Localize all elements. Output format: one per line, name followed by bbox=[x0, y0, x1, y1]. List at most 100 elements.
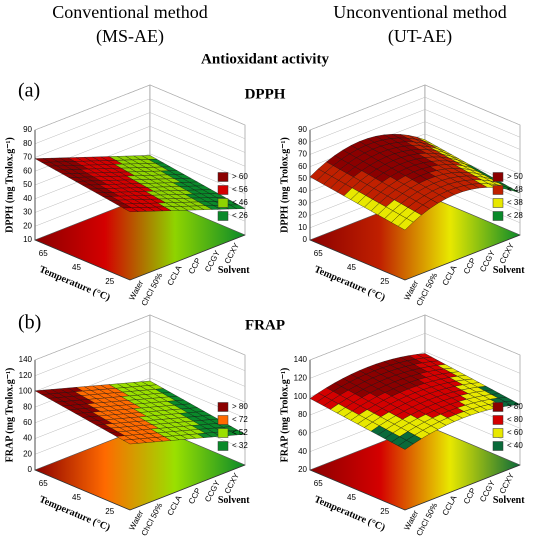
legend-label: < 52 bbox=[232, 428, 248, 437]
solvent-tick-label: ChCl 50% bbox=[415, 271, 440, 307]
z-tick-label: 30 bbox=[23, 208, 32, 217]
legend-label: < 48 bbox=[507, 185, 523, 194]
solvent-tick-label: CCXY bbox=[498, 471, 517, 495]
legend-swatch bbox=[217, 185, 229, 195]
z-tick-label: 10 bbox=[23, 235, 32, 244]
z-tick-label: 40 bbox=[23, 434, 32, 443]
solvent-axis-label: Solvent bbox=[493, 265, 525, 276]
z-tick-label: 20 bbox=[23, 449, 32, 458]
legend-swatch bbox=[217, 415, 229, 425]
grid-line bbox=[34, 112, 246, 158]
z-tick-label: 100 bbox=[294, 392, 308, 401]
legend-label: > 80 bbox=[232, 402, 248, 411]
z-tick-label: 30 bbox=[298, 198, 307, 207]
z-tick-label: 80 bbox=[298, 137, 307, 146]
surface-cell bbox=[397, 218, 414, 231]
axis-line bbox=[309, 360, 521, 511]
z-tick-label: 140 bbox=[294, 355, 308, 364]
grid-line bbox=[34, 98, 246, 144]
legend-swatch bbox=[217, 198, 229, 208]
legend-swatch bbox=[217, 402, 229, 412]
surface-cell bbox=[122, 207, 139, 212]
solvent-axis-label: Solvent bbox=[493, 495, 525, 506]
z-tick-label: 50 bbox=[23, 180, 32, 189]
solvent-tick-label: CCXY bbox=[498, 241, 517, 265]
left-subtitle: (MS-AE) bbox=[96, 26, 164, 47]
legend-swatch bbox=[492, 198, 504, 208]
temperature-tick-label: 65 bbox=[314, 249, 323, 258]
z-tick-label: 120 bbox=[19, 371, 33, 380]
grid-line bbox=[34, 125, 246, 172]
grid-line bbox=[34, 153, 246, 199]
z-tick-label: 20 bbox=[23, 221, 32, 230]
z-tick-label: 60 bbox=[298, 162, 307, 171]
surface-cell bbox=[122, 439, 139, 445]
solvent-tick-label: ChCl 50% bbox=[140, 501, 165, 537]
surface-cell bbox=[397, 440, 414, 450]
solvent-tick-label: CCXY bbox=[223, 471, 242, 495]
legend-swatch bbox=[492, 211, 504, 221]
legend-label: < 56 bbox=[232, 185, 248, 194]
legend-swatch bbox=[492, 185, 504, 195]
row-title: FRAP bbox=[245, 317, 285, 333]
temperature-tick-label: 45 bbox=[72, 263, 81, 272]
temperature-tick-label: 25 bbox=[105, 507, 114, 516]
solvent-tick-label: ChCl 50% bbox=[415, 501, 440, 537]
grid-line bbox=[34, 314, 246, 361]
figure-title: Antioxidant activity bbox=[201, 51, 329, 67]
grid-line bbox=[309, 314, 521, 361]
solvent-tick-label: CCP bbox=[462, 256, 478, 275]
solvent-tick-label: CCLA bbox=[441, 493, 459, 517]
z-tick-label: 20 bbox=[298, 211, 307, 220]
z-tick-label: 60 bbox=[23, 166, 32, 175]
z-tick-label: 60 bbox=[298, 428, 307, 437]
legend-label: < 32 bbox=[232, 441, 248, 450]
legend-label: < 60 bbox=[507, 428, 523, 437]
grid-line bbox=[34, 84, 246, 131]
solvent-tick-label: CCP bbox=[462, 486, 478, 505]
temperature-tick-label: 45 bbox=[347, 493, 356, 502]
temperature-tick-label: 65 bbox=[314, 479, 323, 488]
z-tick-label: 40 bbox=[23, 194, 32, 203]
solvent-axis-label: Solvent bbox=[218, 265, 250, 276]
z-tick-label: 70 bbox=[23, 153, 32, 162]
z-axis-label: DPPH (mg Trolox.g⁻¹) bbox=[279, 137, 290, 233]
row-letter: (b) bbox=[18, 312, 41, 334]
legend-swatch bbox=[492, 441, 504, 451]
panel: 10 20 30 40 50 60 70 80 90 DPPH (mg Trolox.g⁻¹) 65… bbox=[4, 84, 250, 307]
z-tick-label: 0 bbox=[28, 465, 33, 474]
row-title: DPPH bbox=[245, 86, 286, 102]
solvent-tick-label: CCP bbox=[187, 486, 203, 505]
axis-line bbox=[34, 360, 246, 511]
temperature-tick-label: 45 bbox=[72, 493, 81, 502]
temperature-tick-label: 65 bbox=[39, 249, 48, 258]
legend-label: < 46 bbox=[232, 198, 248, 207]
temperature-tick-label: 25 bbox=[105, 277, 114, 286]
legend-swatch bbox=[492, 428, 504, 438]
z-tick-label: 60 bbox=[23, 418, 32, 427]
z-tick-label: 0 bbox=[303, 235, 308, 244]
legend-label: < 26 bbox=[232, 211, 248, 220]
legend-swatch bbox=[217, 428, 229, 438]
axis-line bbox=[309, 130, 521, 281]
grid-line bbox=[34, 346, 246, 392]
temperature-tick-label: 45 bbox=[347, 263, 356, 272]
z-axis-label: DPPH (mg Trolox.g⁻¹) bbox=[4, 137, 15, 233]
temperature-tick-label: 25 bbox=[380, 507, 389, 516]
temperature-tick-label: 25 bbox=[380, 277, 389, 286]
solvent-tick-label: ChCl 50% bbox=[140, 271, 165, 307]
z-tick-label: 40 bbox=[298, 186, 307, 195]
legend-label: > 80 bbox=[507, 402, 523, 411]
solvent-tick-label: CCP bbox=[187, 256, 203, 275]
right-title: Unconventional method bbox=[333, 2, 506, 22]
z-tick-label: 90 bbox=[298, 125, 307, 134]
panel: 0 10 20 30 40 50 60 70 80 90 DPPH (mg Trolox.g⁻¹) 6… bbox=[279, 84, 525, 307]
solvent-axis-label: Solvent bbox=[218, 495, 250, 506]
z-tick-label: 80 bbox=[298, 410, 307, 419]
right-subtitle: (UT-AE) bbox=[388, 26, 452, 47]
grid-line bbox=[34, 330, 246, 376]
solvent-tick-label: CCLA bbox=[166, 493, 184, 517]
legend-label: < 40 bbox=[507, 441, 523, 450]
panel: 20 40 60 80 100 120 140 FRAP (mg Trolox.g⁻¹) 65 4… bbox=[279, 314, 525, 537]
z-tick-label: 10 bbox=[298, 223, 307, 232]
